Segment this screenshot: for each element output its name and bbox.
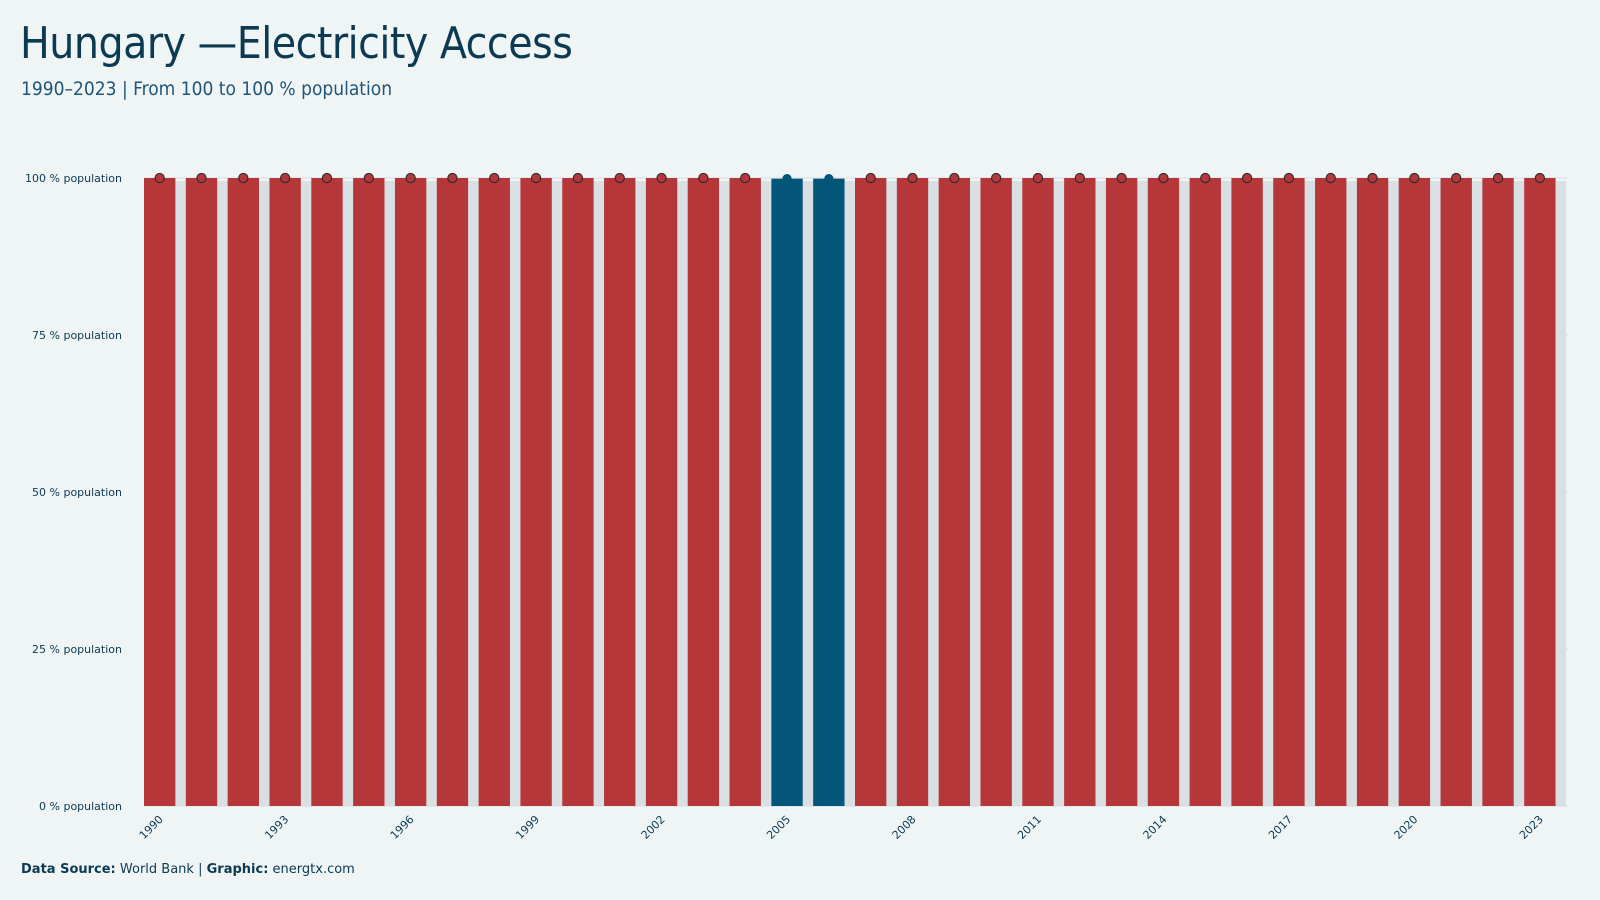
data-point [1032, 172, 1044, 184]
data-point [280, 172, 291, 184]
data-point [489, 172, 500, 184]
bar [311, 178, 343, 806]
bar [855, 178, 887, 806]
data-point [447, 172, 458, 184]
data-point [614, 172, 625, 184]
source-value: World Bank [119, 862, 194, 877]
x-tick-label: 1999 [513, 813, 542, 842]
data-point [1158, 172, 1169, 184]
bar [1064, 178, 1096, 806]
y-tick-label: 0 % population [39, 800, 122, 813]
bar [144, 178, 176, 806]
bar [1273, 178, 1305, 806]
bar [687, 178, 720, 806]
data-point [782, 174, 792, 184]
source-label: Data Source: [21, 862, 116, 877]
bars [144, 178, 1556, 807]
x-tick-label: 2011 [1015, 813, 1044, 842]
data-point [1241, 172, 1253, 184]
chart-subtitle: 1990–2023 | From 100 to 100 % population [21, 78, 393, 100]
bar [562, 178, 594, 806]
bar [813, 178, 845, 807]
data-point [363, 172, 374, 184]
graphic-value: energtx.com [272, 862, 355, 877]
data-point [991, 172, 1002, 184]
bar [227, 178, 260, 806]
data-point [1116, 172, 1127, 184]
y-tick-label: 50 % population [32, 486, 122, 499]
data-point [1200, 172, 1211, 184]
bar [478, 178, 510, 806]
y-tick-label: 75 % population [32, 329, 122, 342]
bar [896, 178, 929, 806]
x-tick-label: 2020 [1392, 813, 1421, 842]
data-point [572, 172, 584, 184]
bar [1482, 178, 1514, 806]
bar [980, 178, 1012, 806]
chart-title: Hungary —Electricity Access [20, 18, 573, 69]
bar [269, 178, 301, 806]
x-tick-label: 2002 [639, 813, 668, 842]
data-point [154, 172, 165, 184]
x-tick-label: 2014 [1141, 813, 1170, 842]
chart-caption: Data Source: World Bank | Graphic: energ… [21, 862, 355, 877]
x-tick-label: 1996 [388, 813, 417, 842]
bar [1231, 178, 1263, 806]
x-tick-label: 2023 [1517, 813, 1546, 842]
data-point [1492, 172, 1504, 184]
graphic-label: Graphic: [206, 862, 269, 877]
data-point [1367, 172, 1378, 184]
bar [604, 178, 636, 806]
points [154, 172, 1546, 184]
bar [1356, 178, 1389, 806]
bar [185, 178, 218, 806]
bar [1022, 178, 1054, 806]
data-point [530, 172, 542, 184]
data-point [196, 172, 207, 184]
bar [1105, 178, 1138, 806]
bar [1398, 178, 1431, 806]
bar [1524, 178, 1556, 806]
x-tick-label: 1993 [262, 813, 291, 842]
x-tick-label: 2017 [1266, 813, 1295, 842]
data-point [1451, 172, 1462, 184]
data-point [824, 174, 834, 184]
bar [1315, 178, 1347, 806]
data-point [1409, 172, 1420, 184]
data-point [321, 172, 333, 184]
bar [1147, 178, 1180, 806]
data-point [1074, 172, 1085, 184]
bar [394, 178, 427, 806]
data-point [698, 172, 709, 184]
x-tick-label: 2008 [890, 813, 919, 842]
data-point [740, 172, 751, 184]
bar [645, 178, 678, 806]
data-point [405, 172, 416, 184]
data-point [907, 172, 918, 184]
bar [520, 178, 552, 806]
x-axis-labels: 1990 1993 1996 1999 2002 2005 2008 2011 2014 2017… [137, 813, 1546, 842]
x-tick-label: 1990 [137, 813, 166, 842]
caption-separator: | [198, 862, 203, 877]
x-tick-label: 2005 [764, 813, 793, 842]
bar [771, 178, 803, 807]
data-point [1283, 172, 1295, 184]
data-point [949, 172, 960, 184]
y-tick-label: 25 % population [32, 643, 122, 656]
data-point [656, 172, 667, 184]
data-point [865, 172, 876, 184]
data-point [238, 172, 249, 184]
bar [938, 178, 971, 806]
bar [1189, 178, 1221, 806]
bar [436, 178, 469, 806]
bar [1440, 178, 1472, 806]
y-axis-labels: 0 % population 25 % population 50 % popula… [25, 172, 122, 813]
data-point [1534, 172, 1546, 184]
bar [729, 178, 761, 806]
data-point [1325, 172, 1336, 184]
y-tick-label: 100 % population [25, 172, 122, 185]
bar [353, 178, 385, 806]
